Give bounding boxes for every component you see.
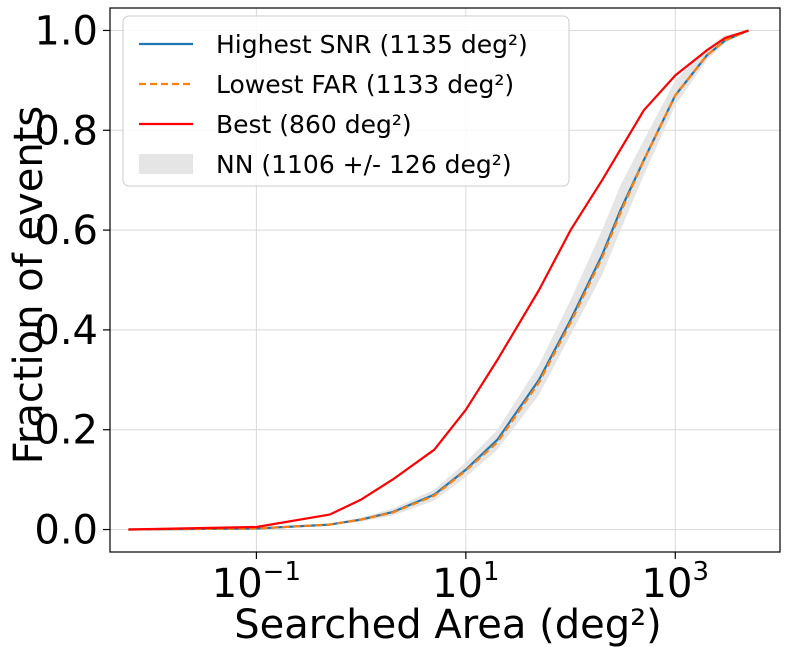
x-tick-base: 10 (432, 561, 483, 607)
y-tick-label: 0.4 (34, 308, 98, 354)
x-tick-exponent: −1 (263, 557, 301, 587)
legend: Highest SNR (1135 deg²) Lowest FAR (1133 … (122, 15, 570, 187)
tick-labels: 0.00.20.40.60.81.010−1 101 103 (34, 8, 709, 607)
y-tick-label: 0.8 (34, 108, 98, 154)
series-line-1 (128, 29, 749, 531)
legend-label-0: Highest SNR (1135 deg²) (216, 30, 528, 59)
legend-label-2: Best (860 deg²) (216, 110, 412, 139)
legend-label-1: Lowest FAR (1133 deg²) (216, 70, 514, 99)
x-tick-exponent: 1 (483, 557, 500, 587)
y-tick-label: 0.6 (34, 208, 98, 254)
x-tick-base: 10 (212, 561, 263, 607)
legend-swatch-band (139, 154, 193, 174)
plot-frame (109, 7, 781, 553)
x-tick-label: 10−1 (212, 557, 301, 607)
y-tick-label: 1.0 (34, 8, 98, 54)
axes-frame (109, 7, 781, 553)
series-layer (128, 29, 749, 531)
x-tick-base: 10 (642, 561, 693, 607)
legend-label-band: NN (1106 +/- 126 deg²) (216, 150, 512, 179)
series-line-2 (128, 29, 749, 531)
x-tick-label: 103 (642, 557, 709, 607)
x-tick-label: 101 (432, 557, 499, 607)
x-axis-label: Searched Area (deg²) (234, 602, 662, 647)
y-tick-label: 0.0 (34, 508, 98, 554)
y-axis-label: Fraction of events (6, 106, 52, 464)
y-tick-label: 0.2 (34, 408, 98, 454)
legend-box (122, 15, 570, 187)
x-tick-exponent: 3 (692, 557, 709, 587)
